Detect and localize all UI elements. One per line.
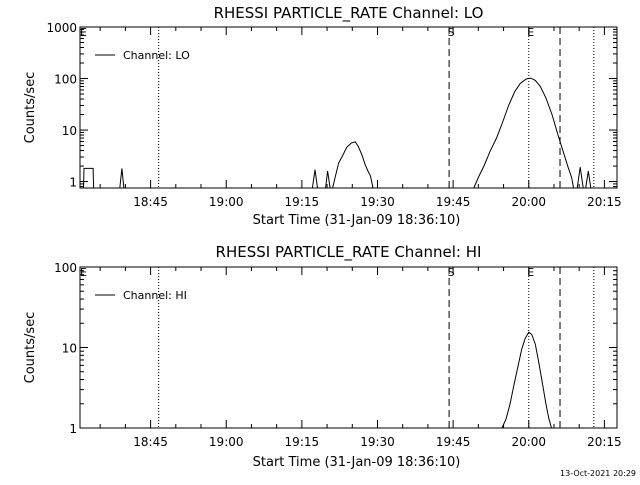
x-tick-label: 19:15 [285,435,320,449]
x-axis-label: Start Time (31-Jan-09 18:36:10) [253,455,461,470]
x-tick-label: 18:45 [133,195,168,209]
x-tick-label: 19:45 [436,195,471,209]
y-tick-label: 100 [54,73,77,87]
corner-label: E [80,26,87,39]
marker-label: S [448,26,455,39]
series-line-segment [473,77,575,189]
chart-panel-0: RHESSI PARTICLE_RATE Channel: LO 18:45 19:… [23,4,622,228]
series-line-segment [325,170,331,189]
marker-label: E [527,26,534,39]
series-line-segment [576,167,584,189]
marker-label: S [448,266,455,279]
y-tick-label: 1000 [46,21,77,35]
series-line-segment [311,169,318,189]
x-tick-label: 20:00 [511,195,546,209]
series-line-segment [585,170,592,189]
x-tick-label: 19:45 [436,435,471,449]
y-tick-label: 100 [54,261,77,275]
chart-title: RHESSI PARTICLE_RATE Channel: HI [216,243,482,262]
x-tick-label: 19:30 [360,195,395,209]
series-line-segment [501,331,552,429]
x-tick-label: 20:15 [587,435,622,449]
x-axis-label: Start Time (31-Jan-09 18:36:10) [253,213,461,228]
series-line-segment [83,167,95,189]
x-tick-label: 19:30 [360,435,395,449]
y-tick-label: 10 [62,124,77,138]
chart-panel-1: RHESSI PARTICLE_RATE Channel: HI 18:45 19:… [23,243,622,470]
plot-frame [79,26,618,189]
x-tick-label: 18:45 [133,435,168,449]
series-line-segment [332,141,374,189]
x-tick-label: 20:00 [511,435,546,449]
legend-label: Channel: HI [123,289,187,302]
chart-title: RHESSI PARTICLE_RATE Channel: LO [214,4,484,23]
legend-label: Channel: LO [123,49,190,62]
corner-label: E [80,266,87,279]
x-tick-label: 19:00 [209,195,244,209]
series-line-segment [119,168,125,189]
marker-label: E [527,266,534,279]
y-tick-label: 1 [69,422,77,436]
y-axis-label: Counts/sec [23,72,38,144]
y-axis-label: Counts/sec [23,312,38,384]
x-tick-label: 19:15 [285,195,320,209]
x-tick-label: 19:00 [209,435,244,449]
y-tick-label: 1 [69,176,77,190]
y-tick-label: 10 [62,342,77,356]
x-tick-label: 20:15 [587,195,622,209]
footer-timestamp: 13-Oct-2021 20:29 [560,469,636,478]
